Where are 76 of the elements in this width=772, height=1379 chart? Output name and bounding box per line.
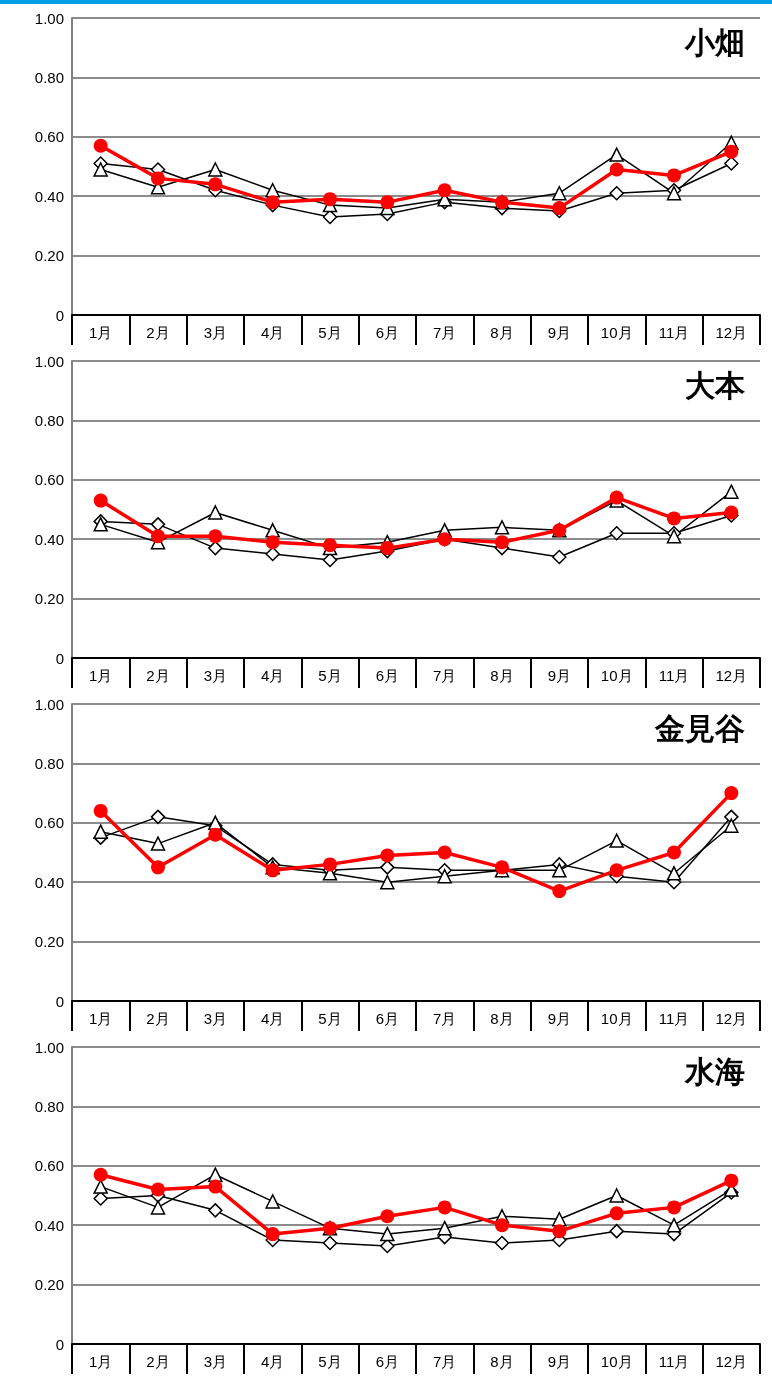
x-tick-label: 8月 bbox=[490, 324, 514, 341]
x-tick-label: 4月 bbox=[260, 1353, 285, 1370]
y-tick-label: 0.60 bbox=[34, 471, 64, 489]
x-tick-label: 6月 bbox=[375, 1353, 400, 1370]
x-tick-label: 12月 bbox=[715, 1010, 748, 1027]
chart-title: 水海 bbox=[684, 1053, 745, 1089]
y-tick-label: 0.20 bbox=[34, 247, 64, 265]
chart-title: 大本 bbox=[685, 367, 746, 403]
x-tick-label: 10月 bbox=[600, 1010, 633, 1027]
y-tick-label: 0.60 bbox=[34, 128, 64, 146]
x-tick-label: 10月 bbox=[600, 324, 633, 341]
y-tick-label: 0.80 bbox=[34, 68, 64, 86]
x-tick-label: 9月 bbox=[547, 667, 572, 684]
x-tick-label: 6月 bbox=[375, 667, 400, 684]
y-tick-label: 0.20 bbox=[34, 1276, 64, 1294]
x-tick-label: 9月 bbox=[547, 1010, 572, 1027]
x-tick-label: 3月 bbox=[203, 1353, 228, 1370]
x-tick-label: 1月 bbox=[88, 667, 113, 684]
chart-title: 金見谷 bbox=[654, 710, 745, 746]
y-tick-label: 0.80 bbox=[34, 1097, 64, 1115]
y-tick-label: 0.80 bbox=[34, 754, 64, 772]
x-tick-label: 3月 bbox=[203, 324, 228, 341]
x-tick-label: 2月 bbox=[146, 324, 170, 341]
y-tick-label: 0.20 bbox=[34, 933, 64, 951]
x-tick-label: 4月 bbox=[260, 1010, 285, 1027]
x-tick-label: 10月 bbox=[600, 1353, 633, 1370]
y-tick-label: 0 bbox=[55, 649, 64, 667]
x-tick-label: 8月 bbox=[490, 1010, 514, 1027]
x-tick-label: 2月 bbox=[146, 1353, 170, 1370]
y-tick-label: 0.80 bbox=[34, 411, 64, 429]
x-tick-label: 11月 bbox=[658, 1010, 690, 1027]
x-tick-label: 1月 bbox=[88, 1353, 113, 1370]
x-tick-label: 12月 bbox=[715, 1353, 748, 1370]
x-tick-label: 8月 bbox=[490, 1353, 514, 1370]
x-tick-label: 7月 bbox=[432, 1010, 457, 1027]
y-tick-label: 0.40 bbox=[34, 1216, 64, 1234]
x-tick-label: 5月 bbox=[318, 1010, 342, 1027]
y-tick-label: 1.00 bbox=[34, 695, 64, 713]
x-tick-label: 11月 bbox=[658, 324, 690, 341]
y-tick-label: 1.00 bbox=[34, 352, 64, 370]
x-tick-label: 12月 bbox=[715, 667, 748, 684]
y-tick-label: 1.00 bbox=[34, 9, 64, 27]
x-tick-label: 1月 bbox=[88, 324, 113, 341]
y-tick-label: 0.40 bbox=[34, 187, 64, 205]
x-tick-label: 11月 bbox=[658, 667, 690, 684]
x-tick-label: 3月 bbox=[203, 667, 228, 684]
x-tick-label: 9月 bbox=[547, 324, 572, 341]
x-tick-label: 4月 bbox=[260, 667, 285, 684]
y-tick-label: 1.00 bbox=[34, 1038, 64, 1056]
x-tick-label: 1月 bbox=[88, 1010, 113, 1027]
x-tick-label: 6月 bbox=[375, 1010, 400, 1027]
x-tick-label: 2月 bbox=[146, 667, 170, 684]
x-tick-label: 6月 bbox=[375, 324, 400, 341]
y-tick-label: 0.40 bbox=[34, 873, 64, 891]
x-tick-label: 7月 bbox=[432, 324, 457, 341]
x-tick-label: 7月 bbox=[432, 667, 457, 684]
chart-title: 小畑 bbox=[684, 24, 745, 60]
x-tick-label: 11月 bbox=[658, 1353, 690, 1370]
x-tick-label: 5月 bbox=[318, 1353, 342, 1370]
x-tick-label: 8月 bbox=[490, 667, 514, 684]
x-tick-label: 9月 bbox=[547, 1353, 572, 1370]
y-tick-label: 0.40 bbox=[34, 530, 64, 548]
x-tick-label: 2月 bbox=[146, 1010, 170, 1027]
y-tick-label: 0.60 bbox=[34, 1157, 64, 1175]
x-tick-label: 5月 bbox=[318, 324, 342, 341]
y-tick-label: 0 bbox=[55, 1335, 64, 1353]
x-tick-label: 10月 bbox=[600, 667, 633, 684]
x-tick-label: 12月 bbox=[715, 324, 748, 341]
x-tick-label: 5月 bbox=[318, 667, 342, 684]
y-tick-label: 0 bbox=[55, 992, 64, 1010]
y-tick-label: 0.60 bbox=[34, 814, 64, 832]
y-tick-label: 0 bbox=[55, 306, 64, 324]
x-tick-label: 7月 bbox=[432, 1353, 457, 1370]
x-tick-label: 4月 bbox=[260, 324, 285, 341]
y-tick-label: 0.20 bbox=[34, 590, 64, 608]
x-tick-label: 3月 bbox=[203, 1010, 228, 1027]
